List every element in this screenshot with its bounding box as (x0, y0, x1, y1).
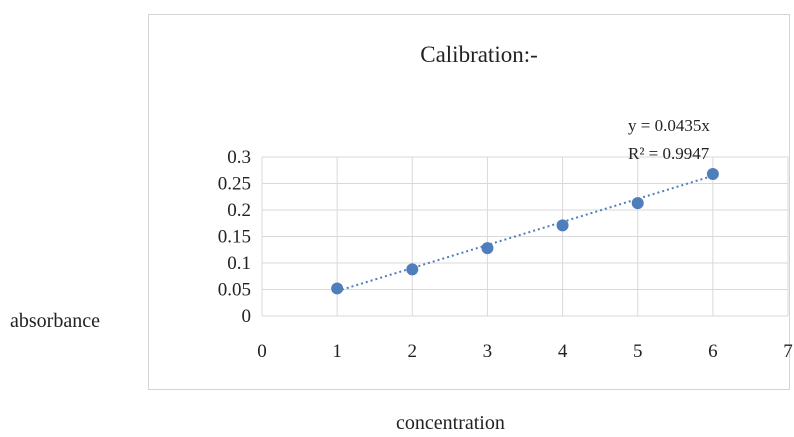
x-tick-label: 6 (708, 341, 718, 362)
data-point (556, 219, 569, 232)
x-tick-label: 0 (257, 341, 267, 362)
y-tick-label: 0.1 (227, 253, 251, 274)
axis-layer: 0 0.05 0.1 0.15 0.2 0.25 0.3 0 1 2 3 4 5 6 7 (218, 147, 793, 362)
trendline-layer (336, 174, 714, 293)
y-tick-label: 0.15 (218, 227, 251, 248)
y-tick-label: 0.05 (218, 280, 251, 301)
x-tick-label: 2 (408, 341, 418, 362)
data-point (631, 197, 644, 210)
x-tick-label: 1 (332, 341, 342, 362)
data-point (331, 282, 344, 295)
y-tick-label: 0 (242, 306, 252, 327)
chart-frame (148, 14, 790, 390)
x-tick-label: 7 (783, 341, 793, 362)
x-tick-label: 3 (483, 341, 493, 362)
trendline (336, 174, 714, 293)
chart-title: Calibration:- (420, 42, 538, 67)
x-tick-label: 5 (633, 341, 643, 362)
y-tick-label: 0.2 (227, 200, 251, 221)
data-point (481, 242, 494, 255)
trendline-equation: y = 0.0435x (628, 116, 710, 135)
points-layer (331, 167, 719, 295)
x-tick-label: 4 (558, 341, 568, 362)
y-axis-label: absorbance (10, 310, 100, 332)
trendline-r-squared: R² = 0.9947 (628, 144, 710, 163)
y-tick-label: 0.25 (218, 174, 251, 195)
x-axis-label: concentration (396, 412, 505, 434)
data-point (706, 167, 719, 180)
y-tick-label: 0.3 (227, 147, 251, 168)
data-point (406, 263, 419, 276)
grid-layer (261, 156, 789, 317)
